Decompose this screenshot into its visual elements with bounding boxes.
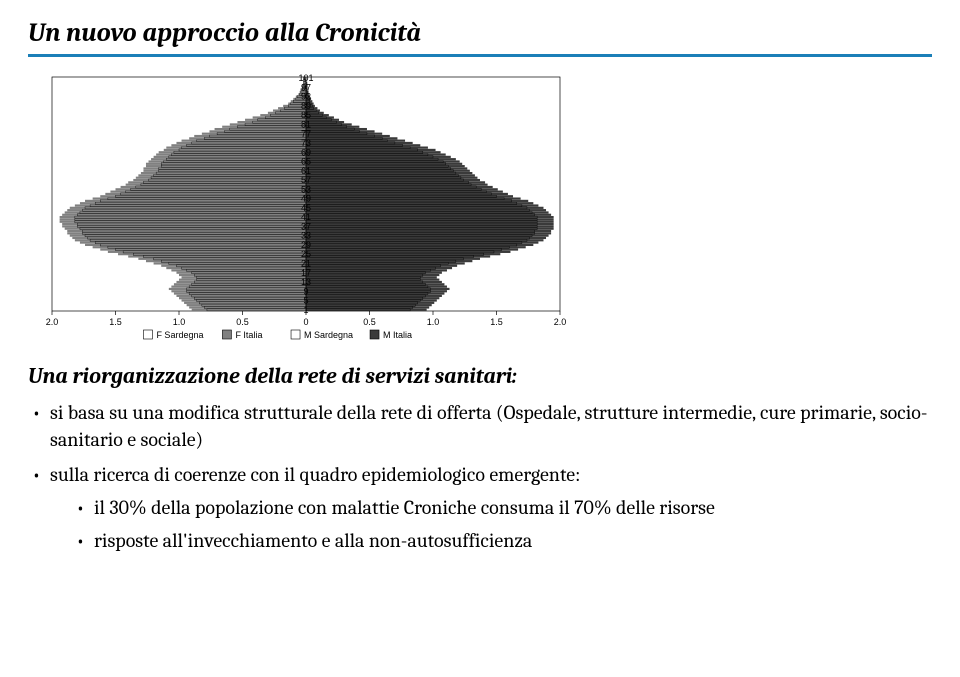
population-pyramid-chart: 1019793898581777369656157534945413733292…: [28, 69, 568, 349]
svg-text:0.5: 0.5: [363, 317, 376, 327]
svg-text:M Italia: M Italia: [383, 330, 412, 340]
bullet-text: sulla ricerca di coerenze con il quadro …: [50, 463, 580, 486]
svg-text:0.5: 0.5: [236, 317, 249, 327]
bullet-item: si basa su una modifica strutturale dell…: [32, 399, 932, 453]
svg-text:0: 0: [303, 317, 308, 327]
page-title: Un nuovo approccio alla Cronicità: [28, 18, 932, 48]
sub-bullet-item: risposte all'invecchiamento e alla non-a…: [76, 527, 932, 554]
sub-bullet-list: il 30% della popolazione con malattie Cr…: [50, 494, 932, 554]
svg-text:F Sardegna: F Sardegna: [156, 330, 203, 340]
svg-text:F Italia: F Italia: [235, 330, 262, 340]
svg-text:M Sardegna: M Sardegna: [304, 330, 353, 340]
svg-text:2.0: 2.0: [46, 317, 59, 327]
svg-text:2.0: 2.0: [554, 317, 567, 327]
section-subtitle: Una riorganizzazione della rete di servi…: [28, 363, 932, 389]
sub-bullet-item: il 30% della popolazione con malattie Cr…: [76, 494, 932, 521]
bullet-item: sulla ricerca di coerenze con il quadro …: [32, 461, 932, 554]
svg-text:1.0: 1.0: [173, 317, 186, 327]
svg-text:1.5: 1.5: [490, 317, 503, 327]
bullet-list: si basa su una modifica strutturale dell…: [28, 399, 932, 554]
title-underline: [28, 54, 932, 57]
svg-text:1.5: 1.5: [109, 317, 122, 327]
pyramid-svg: 1019793898581777369656157534945413733292…: [28, 69, 568, 349]
svg-text:1.0: 1.0: [427, 317, 440, 327]
